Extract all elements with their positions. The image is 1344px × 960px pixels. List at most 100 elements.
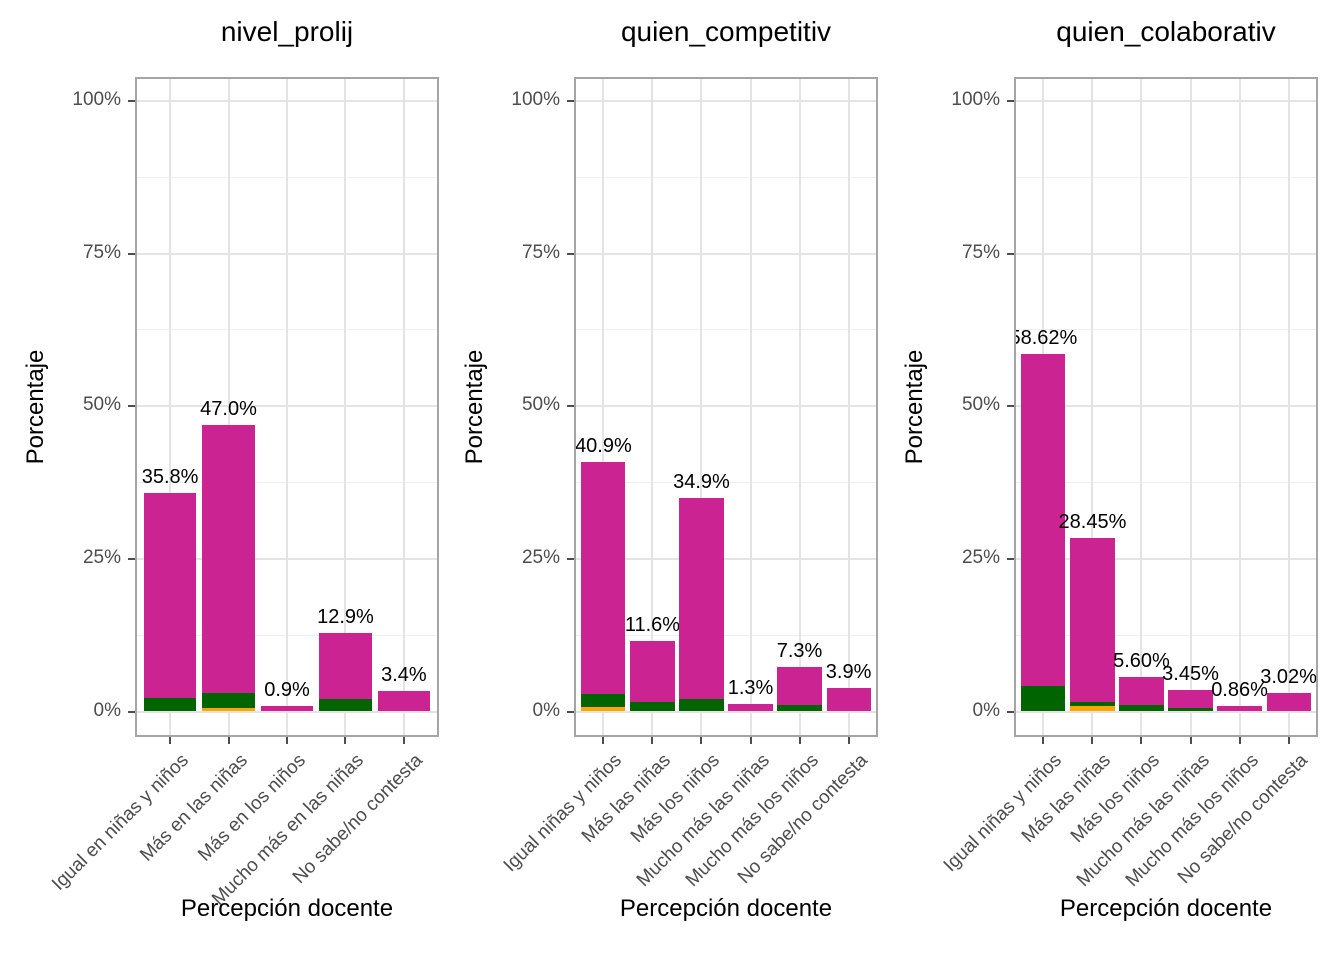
bar-segment-orange [202, 708, 255, 712]
gridline-major-y [1016, 710, 1316, 713]
bar-segment-magenta [679, 498, 724, 700]
x-tick-mark [1140, 737, 1143, 744]
y-tick-label: 50% [82, 394, 121, 416]
bar-segment-magenta [1119, 677, 1164, 705]
bar-segment-magenta [630, 640, 675, 703]
plot-panel: 58.62% 28.45% 5.60% 3.45% 0.86% 3.02% [1014, 77, 1318, 737]
bar-segment-magenta [581, 461, 626, 695]
y-tick-mark [567, 252, 574, 255]
y-tick-label: 25% [82, 546, 121, 568]
bar-segment-magenta [1217, 706, 1262, 712]
gridline-minor-y [576, 482, 876, 484]
y-tick-label: 0% [972, 699, 1000, 721]
x-tick-label: Igual en niñas y niños [48, 750, 193, 895]
gridline-minor-y [576, 634, 876, 636]
bar-value-label: 35.8% [141, 465, 199, 488]
x-tick-mark [1287, 737, 1290, 744]
gridline-major-x [1189, 79, 1192, 735]
bar-value-label: 58.62% [1014, 326, 1078, 349]
bar-segment-green [319, 699, 372, 712]
chart-title: nivel_prolij [220, 16, 354, 47]
bar-segment-green [679, 699, 724, 712]
bar-segment-green [143, 698, 197, 712]
gridline-major-y [1016, 557, 1316, 560]
bar-segment-magenta [1266, 693, 1311, 712]
gridline-minor-y [1016, 634, 1316, 636]
gridline-major-x [227, 79, 230, 735]
gridline-major-y [1016, 100, 1316, 102]
x-tick-mark [227, 737, 230, 744]
gridline-minor-y [576, 176, 876, 178]
x-tick-mark [1091, 737, 1094, 744]
bar-value-label: 47.0% [200, 397, 257, 420]
bar-value-label: 40.9% [575, 434, 632, 457]
y-tick-mark [567, 405, 574, 408]
bar-segment-magenta [826, 687, 871, 712]
bar-segment-green [202, 693, 255, 709]
bar-segment-green [1021, 685, 1066, 712]
bar-segment-magenta [728, 703, 773, 712]
gridline-major-x [286, 79, 288, 735]
bar-value-label: 34.9% [673, 471, 730, 494]
gridline-major-x [798, 79, 801, 735]
bar-value-label: 5.60% [1113, 650, 1170, 673]
bar-segment-magenta [377, 690, 431, 712]
gridline-major-x [402, 79, 405, 735]
gridline-major-x [344, 79, 347, 735]
gridline-minor-y [1016, 482, 1316, 484]
gridline-major-x [1287, 79, 1290, 735]
bar-segment-magenta [1168, 690, 1213, 708]
x-tick-mark [602, 737, 605, 744]
bar-value-label: 3.9% [825, 660, 872, 683]
bar-value-label: 28.45% [1058, 510, 1127, 533]
gridline-minor-y [1016, 176, 1316, 178]
y-tick-label: 75% [521, 241, 560, 263]
y-tick-label: 50% [521, 394, 560, 416]
x-tick-mark [798, 737, 801, 744]
bar-value-label: 1.3% [727, 676, 774, 699]
y-tick-mark [128, 710, 135, 713]
bar-segment-orange [1070, 706, 1115, 712]
gridline-minor-y [576, 329, 876, 331]
bar-segment-green [1168, 707, 1213, 712]
y-tick-label: 25% [961, 546, 1000, 568]
x-tick-mark [847, 737, 850, 744]
y-tick-label: 75% [82, 241, 121, 263]
x-tick-mark [286, 737, 288, 744]
bar-value-label: 11.6% [624, 613, 681, 636]
bar-segment-magenta [1021, 353, 1066, 686]
x-axis-title: Percepción docente [180, 895, 394, 922]
gridline-minor-y [1016, 329, 1316, 331]
y-tick-mark [567, 557, 574, 560]
gridline-major-x [651, 79, 654, 735]
gridline-major-x [700, 79, 703, 735]
bar-segment-green [777, 705, 822, 712]
y-tick-mark [128, 100, 135, 102]
y-tick-mark [1007, 405, 1014, 408]
bar-segment-green [1119, 704, 1164, 712]
x-tick-mark [700, 737, 703, 744]
bar-segment-magenta [143, 492, 197, 699]
x-axis-title: Percepción docente [1059, 895, 1273, 922]
y-tick-mark [1007, 710, 1014, 713]
x-tick-mark [344, 737, 347, 744]
plot-panel: 40.9% 11.6% 34.9% 1.3% 7.3% 3.9% [574, 77, 878, 737]
gridline-major-y [576, 710, 876, 713]
y-tick-mark [128, 557, 135, 560]
x-tick-mark [169, 737, 172, 744]
bar-segment-green [1070, 701, 1115, 706]
bar-segment-magenta [1070, 537, 1115, 702]
gridline-major-y [576, 405, 876, 408]
gridline-major-y [1016, 252, 1316, 255]
gridline-major-y [576, 100, 876, 102]
bar-value-label: 3.02% [1260, 666, 1317, 689]
y-tick-mark [128, 405, 135, 408]
gridline-major-x [602, 79, 605, 735]
y-tick-mark [567, 100, 574, 102]
bar-segment-magenta [260, 706, 314, 712]
y-tick-label: 25% [521, 546, 560, 568]
y-tick-label: 100% [72, 89, 121, 110]
x-tick-mark [651, 737, 654, 744]
y-tick-mark [1007, 100, 1014, 102]
gridline-major-y [576, 557, 876, 560]
